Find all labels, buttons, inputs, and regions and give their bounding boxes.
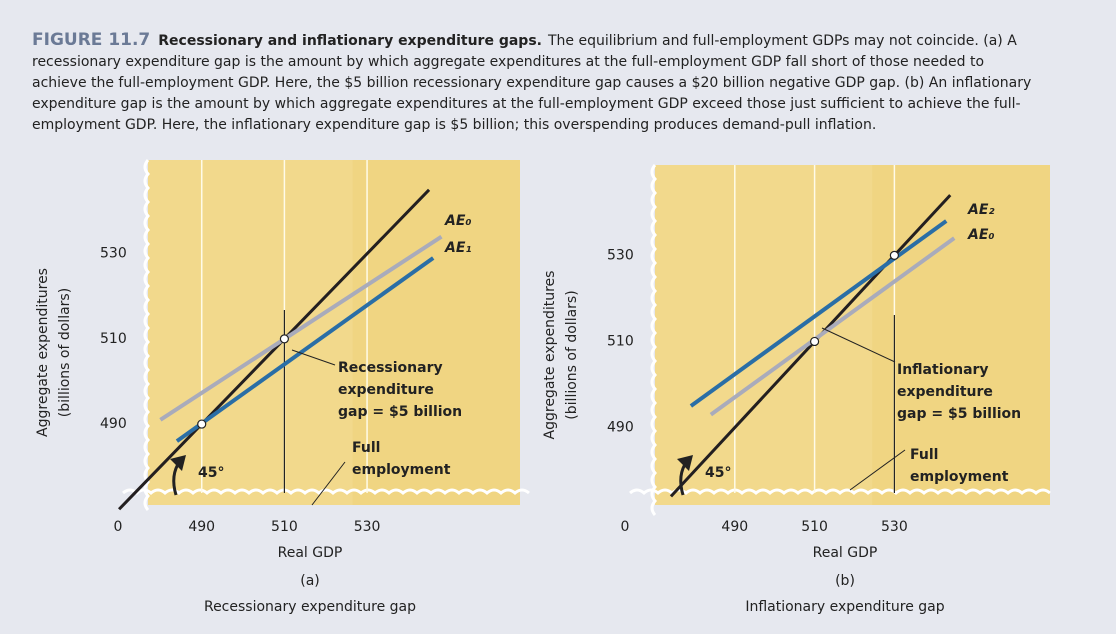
- gap-annotation: Inflationary: [897, 362, 989, 378]
- leader-line: [311, 461, 346, 506]
- series-line: [117, 188, 431, 511]
- chart-title: Recessionary expenditure gap: [204, 599, 416, 615]
- y-axis-label: (billions of dollars): [564, 290, 580, 419]
- series-line: [689, 219, 948, 408]
- angle-label: 45°: [705, 465, 731, 481]
- y-tick-label: 490: [607, 420, 634, 436]
- gap-annotation: expenditure: [897, 384, 993, 400]
- leader-line: [849, 449, 906, 491]
- figure-label: FIGURE 11.7: [32, 30, 151, 50]
- chart-title: Inflationary expenditure gap: [745, 599, 944, 615]
- panel-label: (a): [300, 573, 320, 589]
- y-tick-label: 530: [607, 247, 634, 263]
- axis-break: [143, 159, 150, 511]
- axis-break: [650, 164, 657, 516]
- y-tick-label: 510: [100, 331, 127, 347]
- fe-annotation: Full: [910, 447, 938, 463]
- leader-line: [821, 327, 896, 363]
- fe-annotation: employment: [910, 469, 1009, 485]
- y-axis-label: (billions of dollars): [57, 288, 73, 417]
- panel-shade: [352, 160, 520, 505]
- angle-label: 45°: [198, 465, 224, 481]
- series-line: [159, 234, 443, 422]
- equilibrium-point: [197, 419, 207, 429]
- x-tick-label: 490: [721, 519, 748, 535]
- origin-label: 0: [114, 519, 123, 535]
- x-tick-label: 490: [188, 519, 215, 535]
- x-tick-label: 510: [271, 519, 298, 535]
- origin-label: 0: [621, 519, 630, 535]
- gap-annotation: gap = $5 billion: [338, 404, 462, 420]
- series-label: AE₀: [967, 227, 995, 243]
- equilibrium-point: [889, 250, 899, 260]
- equilibrium-point: [279, 334, 289, 344]
- x-tick-label: 530: [881, 519, 908, 535]
- fe-annotation: Full: [352, 440, 380, 456]
- y-axis-label: Aggregate expenditures: [35, 268, 51, 437]
- panel-label: (b): [835, 573, 855, 589]
- fe-annotation: employment: [352, 462, 451, 478]
- figure-title: Recessionary and inflationary expenditur…: [158, 33, 542, 49]
- series-label: AE₀: [444, 213, 472, 229]
- gap-annotation: expenditure: [338, 382, 434, 398]
- series-label: AE₁: [444, 240, 472, 256]
- x-axis-label: Real GDP: [278, 545, 343, 561]
- series-line: [175, 256, 435, 443]
- series-line: [669, 194, 952, 498]
- axis-break: [122, 488, 530, 495]
- angle-arrowhead: [170, 455, 186, 471]
- series-line: [709, 236, 956, 417]
- y-tick-label: 510: [607, 333, 634, 349]
- series-label: AE₂: [967, 202, 995, 218]
- x-tick-label: 530: [354, 519, 381, 535]
- y-tick-label: 530: [100, 246, 127, 262]
- figure-text: The equilibrium and full-employment GDPs…: [32, 33, 1032, 133]
- x-axis-label: Real GDP: [813, 545, 878, 561]
- gap-annotation: Recessionary: [338, 360, 443, 376]
- panel-shade: [872, 165, 1050, 505]
- x-tick-label: 510: [801, 519, 828, 535]
- equilibrium-point: [809, 336, 820, 347]
- axis-break: [629, 488, 1051, 495]
- caption: FIGURE 11.7 Recessionary and inflationary…: [32, 30, 1042, 136]
- y-tick-label: 490: [100, 416, 127, 432]
- angle-arrowhead: [677, 455, 693, 471]
- leader-line: [291, 349, 336, 366]
- y-axis-label: Aggregate expenditures: [542, 271, 558, 440]
- gap-annotation: gap = $5 billion: [897, 406, 1021, 422]
